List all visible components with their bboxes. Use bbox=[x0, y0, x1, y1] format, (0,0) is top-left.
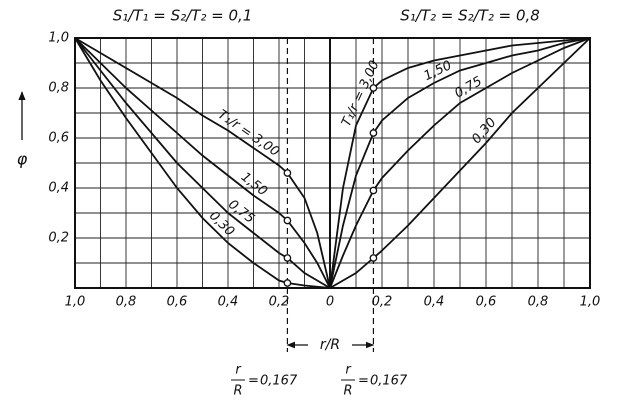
marker-label: 0,167 bbox=[260, 374, 298, 389]
y-tick-label: 0,2 bbox=[48, 231, 69, 246]
point-marker bbox=[369, 84, 378, 92]
fraction-denominator: R bbox=[343, 384, 352, 399]
fraction-relation: = bbox=[248, 374, 259, 389]
x-tick-label: 0,4 bbox=[424, 295, 445, 310]
point-marker bbox=[369, 254, 378, 262]
x-tick-label: 0,6 bbox=[167, 295, 188, 310]
fraction-denominator: R bbox=[233, 384, 242, 399]
x-tick-label: 1,0 bbox=[65, 295, 86, 310]
panel-title: S₁/T₁ = S₂/T₂ = 0,1 bbox=[113, 7, 253, 25]
curve bbox=[329, 37, 591, 289]
y-tick-label: 0,4 bbox=[48, 181, 69, 196]
y-tick-label: 0,6 bbox=[48, 131, 69, 146]
curve-label: T₁/r = 3,00 bbox=[215, 107, 282, 160]
curve-label: T₁/r = 3,00 bbox=[339, 58, 383, 129]
x-tick-label: 0 bbox=[326, 295, 334, 310]
curve bbox=[74, 37, 331, 289]
plot-frame bbox=[329, 37, 591, 289]
marker-label: 0,167 bbox=[370, 374, 408, 389]
x-tick-label: 0,8 bbox=[528, 295, 549, 310]
curve bbox=[329, 37, 591, 289]
panel-title: S₁/T₂ = S₂/T₂ = 0,8 bbox=[400, 7, 540, 25]
curve-label: 0,30 bbox=[469, 115, 499, 147]
point-marker bbox=[283, 169, 292, 177]
y-tick-label: 1,0 bbox=[48, 31, 69, 46]
x-tick-label: 0,2 bbox=[372, 295, 393, 310]
curve bbox=[74, 37, 331, 289]
y-axis-label: φ bbox=[17, 150, 28, 169]
point-marker bbox=[283, 254, 292, 262]
point-marker bbox=[283, 279, 292, 287]
x-tick-label: 1,0 bbox=[580, 295, 601, 310]
x-tick-label: 0,6 bbox=[476, 295, 497, 310]
curve bbox=[74, 37, 331, 289]
fraction-numerator: r bbox=[235, 363, 242, 378]
point-marker bbox=[283, 216, 292, 225]
x-axis-label: r/R bbox=[320, 337, 340, 353]
x-tick-label: 0,8 bbox=[116, 295, 137, 310]
curve bbox=[329, 37, 591, 289]
fraction-numerator: r bbox=[345, 363, 352, 378]
y-tick-label: 0,8 bbox=[48, 81, 69, 96]
curve bbox=[74, 37, 331, 289]
point-marker bbox=[369, 186, 378, 195]
fraction-relation: = bbox=[358, 374, 369, 389]
x-tick-label: 0,4 bbox=[218, 295, 239, 310]
curve bbox=[329, 37, 591, 289]
point-marker bbox=[369, 129, 378, 137]
x-tick-label: 0,2 bbox=[269, 295, 290, 310]
